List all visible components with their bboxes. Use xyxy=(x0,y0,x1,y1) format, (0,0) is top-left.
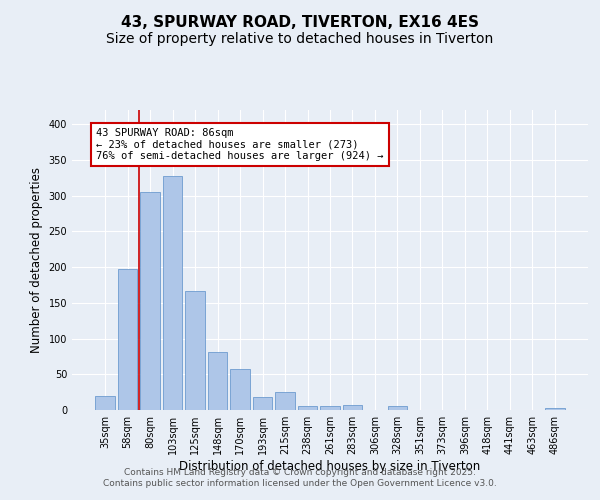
Text: 43, SPURWAY ROAD, TIVERTON, EX16 4ES: 43, SPURWAY ROAD, TIVERTON, EX16 4ES xyxy=(121,15,479,30)
Bar xyxy=(253,397,272,410)
Bar xyxy=(163,176,182,410)
Bar xyxy=(185,290,205,410)
Bar xyxy=(545,408,565,410)
Bar xyxy=(230,368,250,410)
Bar xyxy=(208,352,227,410)
Text: 43 SPURWAY ROAD: 86sqm
← 23% of detached houses are smaller (273)
76% of semi-de: 43 SPURWAY ROAD: 86sqm ← 23% of detached… xyxy=(96,128,383,161)
Text: Contains HM Land Registry data © Crown copyright and database right 2025.
Contai: Contains HM Land Registry data © Crown c… xyxy=(103,468,497,487)
Text: Size of property relative to detached houses in Tiverton: Size of property relative to detached ho… xyxy=(106,32,494,46)
Bar xyxy=(298,406,317,410)
Bar xyxy=(320,406,340,410)
Bar xyxy=(388,406,407,410)
Bar xyxy=(140,192,160,410)
Bar xyxy=(343,405,362,410)
X-axis label: Distribution of detached houses by size in Tiverton: Distribution of detached houses by size … xyxy=(179,460,481,473)
Bar xyxy=(118,270,137,410)
Bar xyxy=(275,392,295,410)
Bar xyxy=(95,396,115,410)
Y-axis label: Number of detached properties: Number of detached properties xyxy=(30,167,43,353)
